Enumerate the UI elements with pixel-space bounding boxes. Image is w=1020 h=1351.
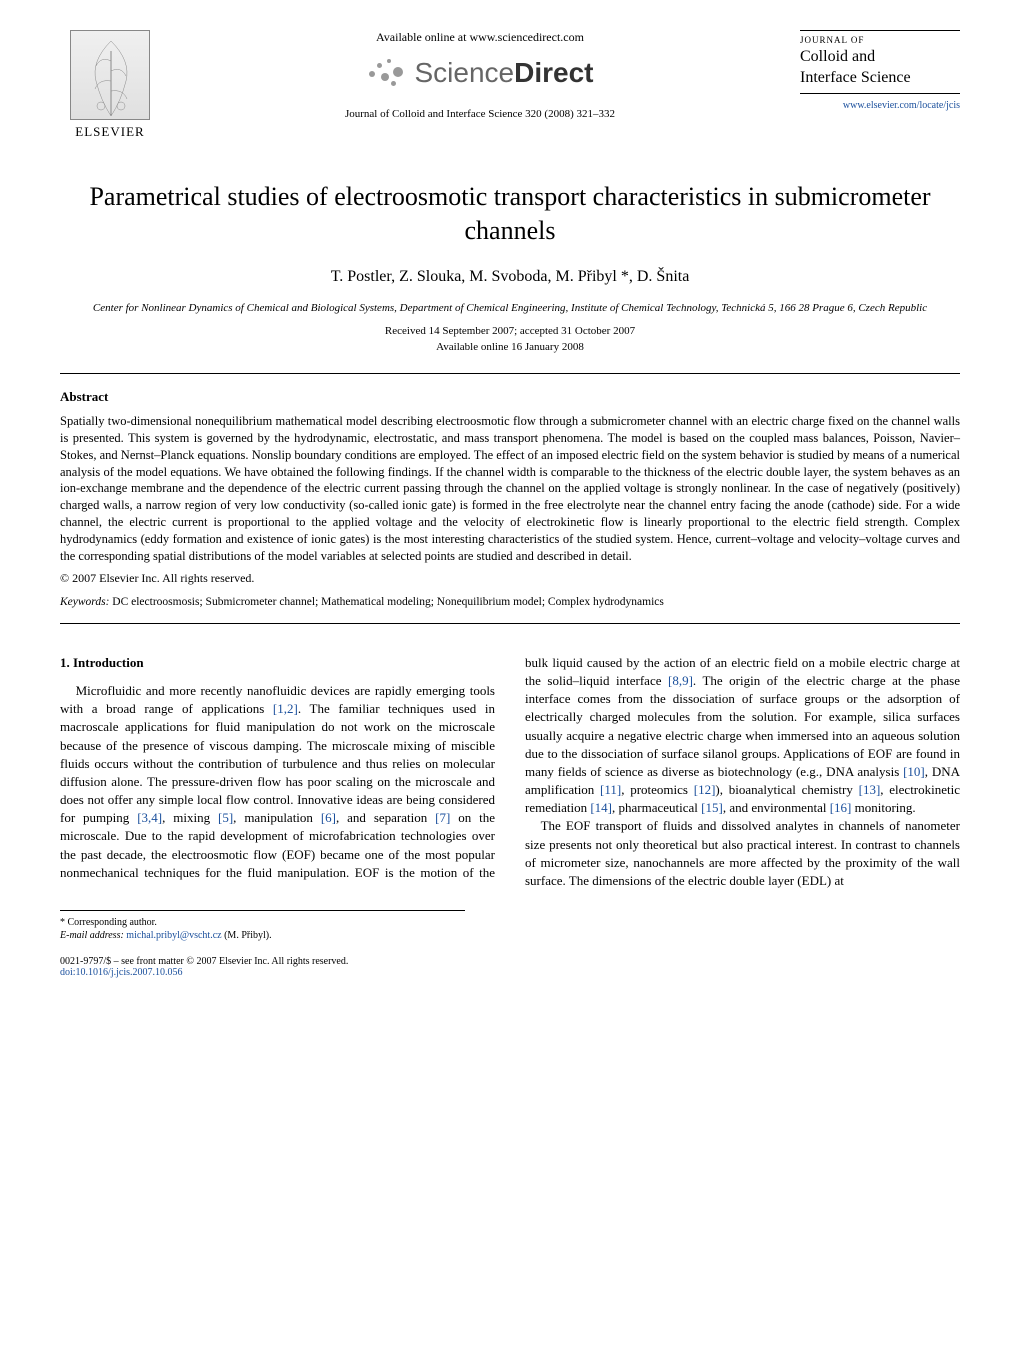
- abstract-heading: Abstract: [60, 389, 960, 405]
- available-online-text: Available online at www.sciencedirect.co…: [180, 30, 780, 45]
- email-tail: (M. Přibyl).: [222, 930, 272, 941]
- elsevier-name: ELSEVIER: [60, 124, 160, 140]
- title-section: Parametrical studies of electroosmotic t…: [60, 180, 960, 353]
- corresponding-author: * Corresponding author.: [60, 917, 465, 928]
- journal-citation: Journal of Colloid and Interface Science…: [180, 108, 780, 120]
- journal-name-2: Interface Science: [800, 68, 960, 87]
- ref-11[interactable]: [11]: [600, 782, 621, 797]
- p2i: monitoring.: [851, 800, 915, 815]
- keywords-text: DC electroosmosis; Submicrometer channel…: [109, 596, 663, 608]
- sciencedirect-dots-icon: [367, 53, 407, 93]
- ref-13[interactable]: [13]: [859, 782, 881, 797]
- elsevier-logo: ELSEVIER: [60, 30, 160, 140]
- abstract-text: Spatially two-dimensional nonequilibrium…: [60, 413, 960, 565]
- p1c: , mixing: [162, 810, 218, 825]
- journal-name-1: Colloid and: [800, 47, 960, 66]
- keywords: Keywords: DC electroosmosis; Submicromet…: [60, 596, 960, 608]
- ref-8-9[interactable]: [8,9]: [668, 673, 693, 688]
- section-1-heading: 1. Introduction: [60, 654, 495, 672]
- p1d: , manipulation: [233, 810, 321, 825]
- ref-3-4[interactable]: [3,4]: [137, 810, 162, 825]
- ref-5[interactable]: [5]: [218, 810, 233, 825]
- ref-10[interactable]: [10]: [903, 764, 925, 779]
- email-line: E-mail address: michal.pribyl@vscht.cz (…: [60, 930, 465, 941]
- journal-box: JOURNAL OF Colloid and Interface Science: [800, 30, 960, 94]
- intro-para-3: The EOF transport of fluids and dissolve…: [525, 817, 960, 890]
- p2b: . The origin of the electric charge at t…: [525, 673, 960, 779]
- center-header: Available online at www.sciencedirect.co…: [160, 30, 800, 120]
- email-link[interactable]: michal.pribyl@vscht.cz: [126, 930, 221, 941]
- elsevier-tree-icon: [70, 30, 150, 120]
- ref-16[interactable]: [16]: [830, 800, 852, 815]
- abstract-copyright: © 2007 Elsevier Inc. All rights reserved…: [60, 571, 960, 586]
- body-section: 1. Introduction Microfluidic and more re…: [60, 654, 960, 890]
- p2d: , proteomics: [621, 782, 694, 797]
- ref-14[interactable]: [14]: [590, 800, 612, 815]
- journal-box-container: JOURNAL OF Colloid and Interface Science…: [800, 30, 960, 111]
- affiliation: Center for Nonlinear Dynamics of Chemica…: [60, 301, 960, 315]
- ref-6[interactable]: [6]: [321, 810, 336, 825]
- p1b: . The familiar techniques used in macros…: [60, 701, 495, 825]
- doi-section: 0021-9797/$ – see front matter © 2007 El…: [60, 956, 960, 978]
- ref-12[interactable]: [12]: [694, 782, 716, 797]
- header-row: ELSEVIER Available online at www.science…: [60, 30, 960, 140]
- received-date: Received 14 September 2007; accepted 31 …: [60, 325, 960, 337]
- authors: T. Postler, Z. Slouka, M. Svoboda, M. Př…: [60, 268, 960, 286]
- journal-of-label: JOURNAL OF: [800, 35, 960, 45]
- journal-url-link[interactable]: www.elsevier.com/locate/jcis: [800, 100, 960, 111]
- email-label: E-mail address:: [60, 930, 126, 941]
- sciencedirect-logo: ScienceDirect: [180, 53, 780, 93]
- sciencedirect-text: ScienceDirect: [415, 57, 594, 89]
- available-date: Available online 16 January 2008: [60, 341, 960, 353]
- p1e: , and separation: [336, 810, 435, 825]
- keywords-label: Keywords:: [60, 596, 109, 608]
- paper-title: Parametrical studies of electroosmotic t…: [60, 180, 960, 248]
- abstract-body: Spatially two-dimensional nonequilibrium…: [60, 414, 960, 563]
- doi-link[interactable]: doi:10.1016/j.jcis.2007.10.056: [60, 967, 960, 978]
- p2h: , and environmental: [723, 800, 830, 815]
- p2g: , pharmaceutical: [612, 800, 701, 815]
- ref-7[interactable]: [7]: [435, 810, 450, 825]
- ref-15[interactable]: [15]: [701, 800, 723, 815]
- footer-notes: * Corresponding author. E-mail address: …: [60, 910, 465, 941]
- p2e: ), bioanalytical chemistry: [715, 782, 858, 797]
- abstract-section: Abstract Spatially two-dimensional noneq…: [60, 373, 960, 624]
- issn-line: 0021-9797/$ – see front matter © 2007 El…: [60, 956, 960, 967]
- email-label-text: E-mail address:: [60, 930, 126, 941]
- ref-1-2[interactable]: [1,2]: [273, 701, 298, 716]
